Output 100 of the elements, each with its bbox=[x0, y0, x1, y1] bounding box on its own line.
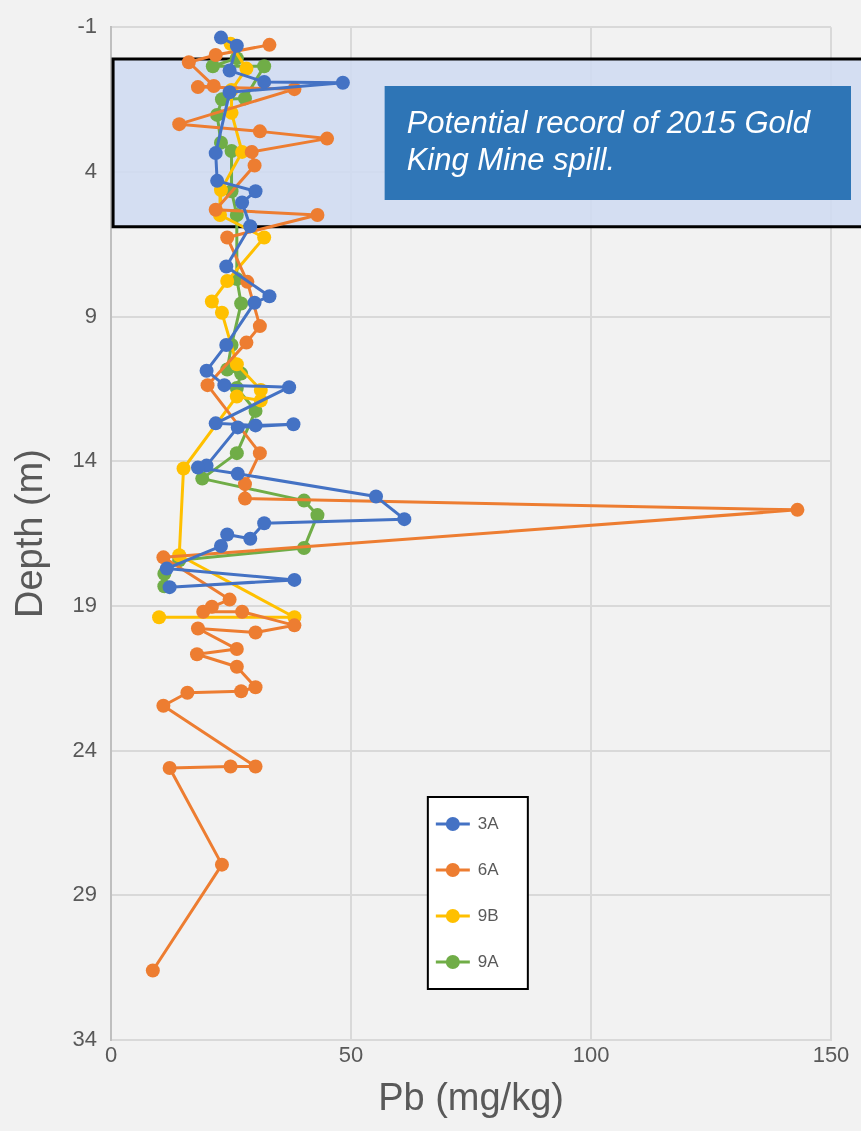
point bbox=[243, 531, 258, 546]
point bbox=[237, 491, 252, 506]
point bbox=[213, 30, 228, 45]
point bbox=[162, 580, 177, 595]
point bbox=[219, 259, 234, 274]
y-tick-label: 4 bbox=[84, 157, 98, 183]
point bbox=[244, 144, 259, 159]
point bbox=[180, 685, 195, 700]
point bbox=[248, 418, 263, 433]
point bbox=[287, 618, 302, 633]
point bbox=[229, 659, 244, 674]
point bbox=[213, 539, 228, 554]
point bbox=[229, 38, 244, 53]
y-tick-label: 29 bbox=[72, 881, 98, 907]
point bbox=[214, 857, 229, 872]
point bbox=[208, 146, 223, 161]
point bbox=[156, 550, 171, 565]
point bbox=[234, 296, 249, 311]
legend-label: 6A bbox=[477, 859, 500, 879]
point bbox=[214, 305, 229, 320]
point bbox=[229, 389, 244, 404]
point bbox=[237, 477, 252, 492]
y-tick-label: -1 bbox=[77, 13, 98, 39]
point bbox=[206, 78, 221, 93]
point bbox=[196, 604, 211, 619]
band-label: Potential record of 2015 Gold King Mine spill. bbox=[406, 105, 812, 178]
point bbox=[262, 37, 277, 52]
point bbox=[172, 117, 187, 132]
point bbox=[190, 621, 205, 636]
point bbox=[247, 295, 262, 310]
y-tick-label: 24 bbox=[72, 736, 98, 762]
point bbox=[176, 461, 191, 476]
point bbox=[248, 759, 263, 774]
point bbox=[195, 471, 210, 486]
point bbox=[229, 357, 244, 372]
point bbox=[252, 446, 267, 461]
point bbox=[287, 572, 302, 587]
point bbox=[257, 74, 272, 89]
point bbox=[145, 963, 160, 978]
point bbox=[262, 289, 277, 304]
point bbox=[397, 512, 412, 527]
point bbox=[229, 446, 244, 461]
x-tick-label: 50 bbox=[338, 1042, 364, 1068]
point bbox=[369, 489, 384, 504]
point bbox=[239, 335, 254, 350]
point bbox=[239, 61, 254, 76]
point bbox=[205, 59, 220, 74]
point bbox=[162, 760, 177, 775]
point bbox=[286, 417, 301, 432]
point bbox=[219, 337, 234, 352]
point bbox=[208, 416, 223, 431]
point bbox=[320, 131, 335, 146]
point bbox=[257, 230, 272, 245]
point bbox=[335, 75, 350, 90]
point bbox=[234, 684, 249, 699]
point bbox=[181, 55, 196, 70]
x-axis-title: Pb (mg/kg) bbox=[378, 1075, 564, 1118]
point bbox=[229, 642, 244, 657]
point bbox=[210, 173, 225, 188]
point bbox=[156, 698, 171, 713]
x-tick-label: 100 bbox=[572, 1042, 610, 1068]
point bbox=[220, 527, 235, 542]
point bbox=[235, 195, 250, 210]
point bbox=[222, 63, 237, 78]
point bbox=[200, 378, 215, 393]
point bbox=[159, 561, 174, 576]
point bbox=[790, 502, 805, 517]
y-tick-label: 19 bbox=[72, 592, 98, 618]
point bbox=[252, 124, 267, 139]
point bbox=[208, 47, 223, 62]
point bbox=[243, 219, 258, 234]
point bbox=[257, 516, 272, 531]
point bbox=[190, 460, 205, 475]
point bbox=[152, 610, 167, 625]
legend-label: 3A bbox=[477, 813, 500, 833]
point bbox=[230, 420, 245, 435]
point bbox=[257, 59, 272, 74]
point bbox=[282, 380, 297, 395]
point bbox=[223, 759, 238, 774]
point bbox=[220, 273, 235, 288]
point bbox=[204, 294, 219, 309]
point bbox=[217, 378, 232, 393]
y-tick-label: 14 bbox=[72, 447, 98, 473]
point bbox=[199, 363, 214, 378]
y-tick-label: 9 bbox=[84, 302, 98, 328]
point bbox=[230, 466, 245, 481]
point bbox=[208, 202, 223, 217]
point bbox=[220, 230, 235, 245]
legend-label: 9B bbox=[477, 905, 499, 925]
point bbox=[247, 158, 262, 173]
point bbox=[248, 184, 263, 199]
point bbox=[248, 680, 263, 695]
point bbox=[248, 625, 263, 640]
x-tick-label: 150 bbox=[812, 1042, 850, 1068]
point bbox=[222, 592, 237, 607]
y-tick-label: 34 bbox=[72, 1026, 98, 1052]
point bbox=[252, 319, 267, 334]
legend-label: 9A bbox=[477, 951, 500, 971]
y-axis-title: Depth (m) bbox=[8, 449, 51, 619]
point bbox=[189, 647, 204, 662]
